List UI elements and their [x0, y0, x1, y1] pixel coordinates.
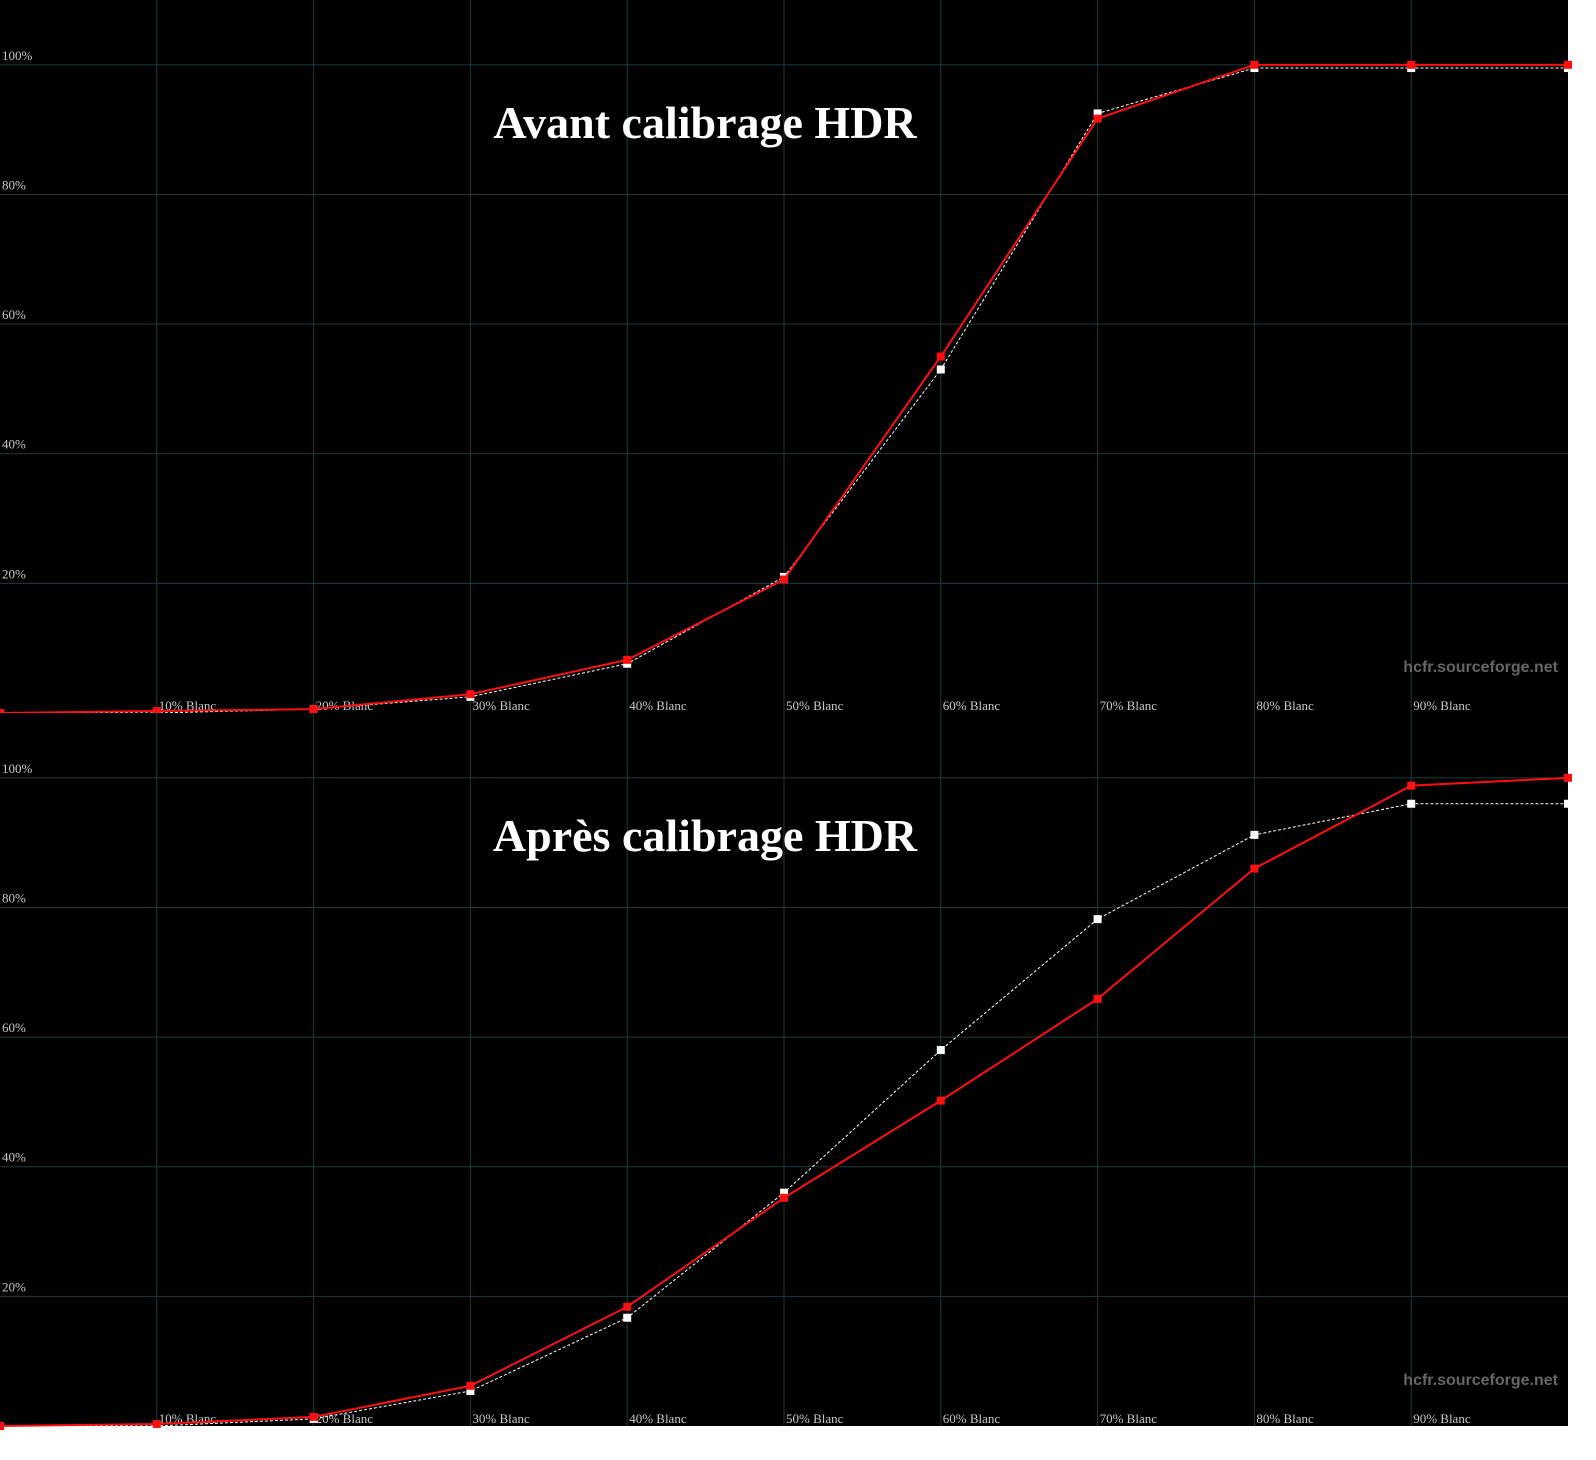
x-tick-label: 40% Blanc [629, 1411, 687, 1426]
data-point [936, 1046, 945, 1055]
x-tick-label: 90% Blanc [1413, 1411, 1471, 1426]
data-point [1093, 109, 1102, 118]
x-tick-label: 40% Blanc [629, 698, 687, 713]
y-tick-label: 100% [2, 761, 33, 776]
x-tick-label: 60% Blanc [943, 1411, 1001, 1426]
x-tick-label: 50% Blanc [786, 1411, 844, 1426]
data-point [152, 707, 161, 716]
data-point [1093, 994, 1102, 1003]
data-point [780, 575, 788, 584]
chart-panel: 20%40%60%80%100%10% Blanc 20% Blanc 30% Bl… [0, 0, 1572, 717]
x-tick-label: 90% Blanc [1413, 698, 1471, 713]
data-point [466, 690, 475, 699]
chart-title: Après calibrage HDR [493, 810, 918, 861]
x-tick-label: 30% Blanc [472, 1411, 530, 1426]
data-point [1407, 60, 1416, 69]
y-tick-label: 60% [2, 307, 26, 322]
y-tick-label: 20% [2, 1279, 26, 1294]
data-point [466, 1381, 475, 1390]
data-point [309, 705, 318, 714]
data-point [1093, 915, 1102, 924]
data-point [309, 1412, 318, 1421]
data-point [1407, 799, 1416, 808]
data-point [623, 1313, 632, 1322]
data-point [623, 655, 632, 664]
watermark: hcfr.sourceforge.net [1403, 1372, 1558, 1389]
y-tick-label: 20% [2, 566, 26, 581]
data-point [936, 1096, 945, 1105]
y-tick-label: 100% [2, 48, 33, 63]
x-tick-label: 80% Blanc [1256, 1411, 1314, 1426]
data-point [0, 1422, 4, 1430]
data-point [1250, 830, 1259, 839]
data-point [936, 352, 945, 361]
data-point [1407, 781, 1416, 790]
y-tick-label: 40% [2, 1150, 26, 1165]
x-tick-label: 20% Blanc [316, 1411, 374, 1426]
data-point [780, 1188, 788, 1197]
y-tick-label: 60% [2, 1020, 26, 1035]
data-point [1564, 60, 1572, 69]
data-point [466, 1386, 475, 1395]
x-tick-label: 10% Blanc [159, 698, 217, 713]
data-point [1564, 773, 1572, 782]
x-tick-label: 70% Blanc [1100, 1411, 1158, 1426]
data-point [1250, 864, 1259, 873]
y-tick-label: 80% [2, 890, 26, 905]
data-point [152, 1420, 161, 1429]
data-point [1250, 60, 1259, 69]
y-tick-label: 80% [2, 177, 26, 192]
data-point [623, 1302, 632, 1311]
data-point [1093, 114, 1102, 123]
data-point [780, 1193, 788, 1202]
y-tick-label: 40% [2, 437, 26, 452]
x-tick-label: 70% Blanc [1100, 698, 1158, 713]
chart-panel: 20%40%60%80%100%10% Blanc 20% Blanc 30% Bl… [0, 713, 1572, 1430]
data-point [1564, 799, 1572, 808]
data-point [936, 365, 945, 374]
x-tick-label: 50% Blanc [786, 698, 844, 713]
x-tick-label: 60% Blanc [943, 698, 1001, 713]
watermark: hcfr.sourceforge.net [1403, 659, 1558, 676]
x-tick-label: 80% Blanc [1256, 698, 1314, 713]
chart-title: Avant calibrage HDR [493, 97, 917, 148]
x-tick-label: 30% Blanc [472, 698, 530, 713]
